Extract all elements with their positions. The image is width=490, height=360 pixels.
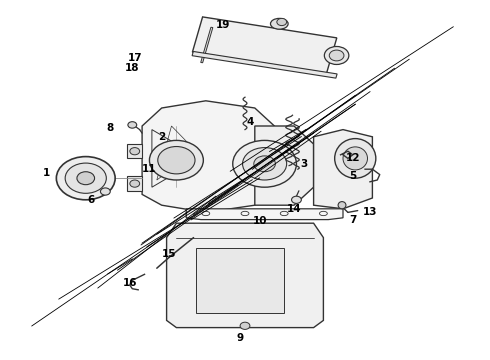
Text: 14: 14 bbox=[287, 204, 301, 214]
Text: 11: 11 bbox=[142, 164, 157, 174]
Ellipse shape bbox=[240, 322, 250, 329]
Ellipse shape bbox=[100, 188, 110, 195]
Text: 1: 1 bbox=[43, 168, 50, 178]
Text: 10: 10 bbox=[252, 216, 267, 226]
Ellipse shape bbox=[292, 196, 301, 203]
Polygon shape bbox=[193, 17, 337, 73]
Text: 3: 3 bbox=[300, 159, 307, 169]
Ellipse shape bbox=[130, 180, 140, 187]
Ellipse shape bbox=[128, 122, 137, 128]
Text: 9: 9 bbox=[237, 333, 244, 343]
Text: 6: 6 bbox=[87, 195, 94, 205]
Ellipse shape bbox=[324, 46, 349, 64]
Ellipse shape bbox=[233, 140, 296, 187]
Text: 13: 13 bbox=[363, 207, 377, 217]
Polygon shape bbox=[127, 176, 142, 191]
Polygon shape bbox=[255, 126, 314, 205]
Polygon shape bbox=[192, 51, 337, 78]
Ellipse shape bbox=[254, 156, 275, 172]
Ellipse shape bbox=[130, 148, 140, 155]
Ellipse shape bbox=[277, 18, 287, 26]
Text: 19: 19 bbox=[216, 20, 230, 30]
Ellipse shape bbox=[65, 163, 106, 193]
Text: 2: 2 bbox=[158, 132, 165, 142]
Polygon shape bbox=[127, 144, 142, 158]
Ellipse shape bbox=[270, 18, 288, 29]
Text: 4: 4 bbox=[246, 117, 254, 127]
Ellipse shape bbox=[158, 147, 195, 174]
Polygon shape bbox=[186, 209, 343, 220]
Text: 16: 16 bbox=[122, 278, 137, 288]
Text: 5: 5 bbox=[349, 171, 356, 181]
Ellipse shape bbox=[149, 140, 203, 180]
Ellipse shape bbox=[56, 157, 115, 200]
Text: 17: 17 bbox=[127, 53, 142, 63]
Polygon shape bbox=[142, 101, 274, 212]
Text: 18: 18 bbox=[125, 63, 140, 73]
Polygon shape bbox=[167, 223, 323, 328]
Ellipse shape bbox=[343, 147, 368, 170]
Text: 12: 12 bbox=[345, 153, 360, 163]
Ellipse shape bbox=[338, 202, 346, 209]
Polygon shape bbox=[314, 130, 372, 209]
Ellipse shape bbox=[77, 172, 95, 185]
Text: 8: 8 bbox=[107, 123, 114, 133]
Text: 7: 7 bbox=[349, 215, 357, 225]
Polygon shape bbox=[201, 27, 213, 63]
Ellipse shape bbox=[329, 50, 344, 61]
Text: 15: 15 bbox=[162, 249, 176, 259]
Ellipse shape bbox=[335, 139, 376, 178]
Ellipse shape bbox=[243, 148, 287, 180]
Bar bbox=[196, 248, 284, 313]
